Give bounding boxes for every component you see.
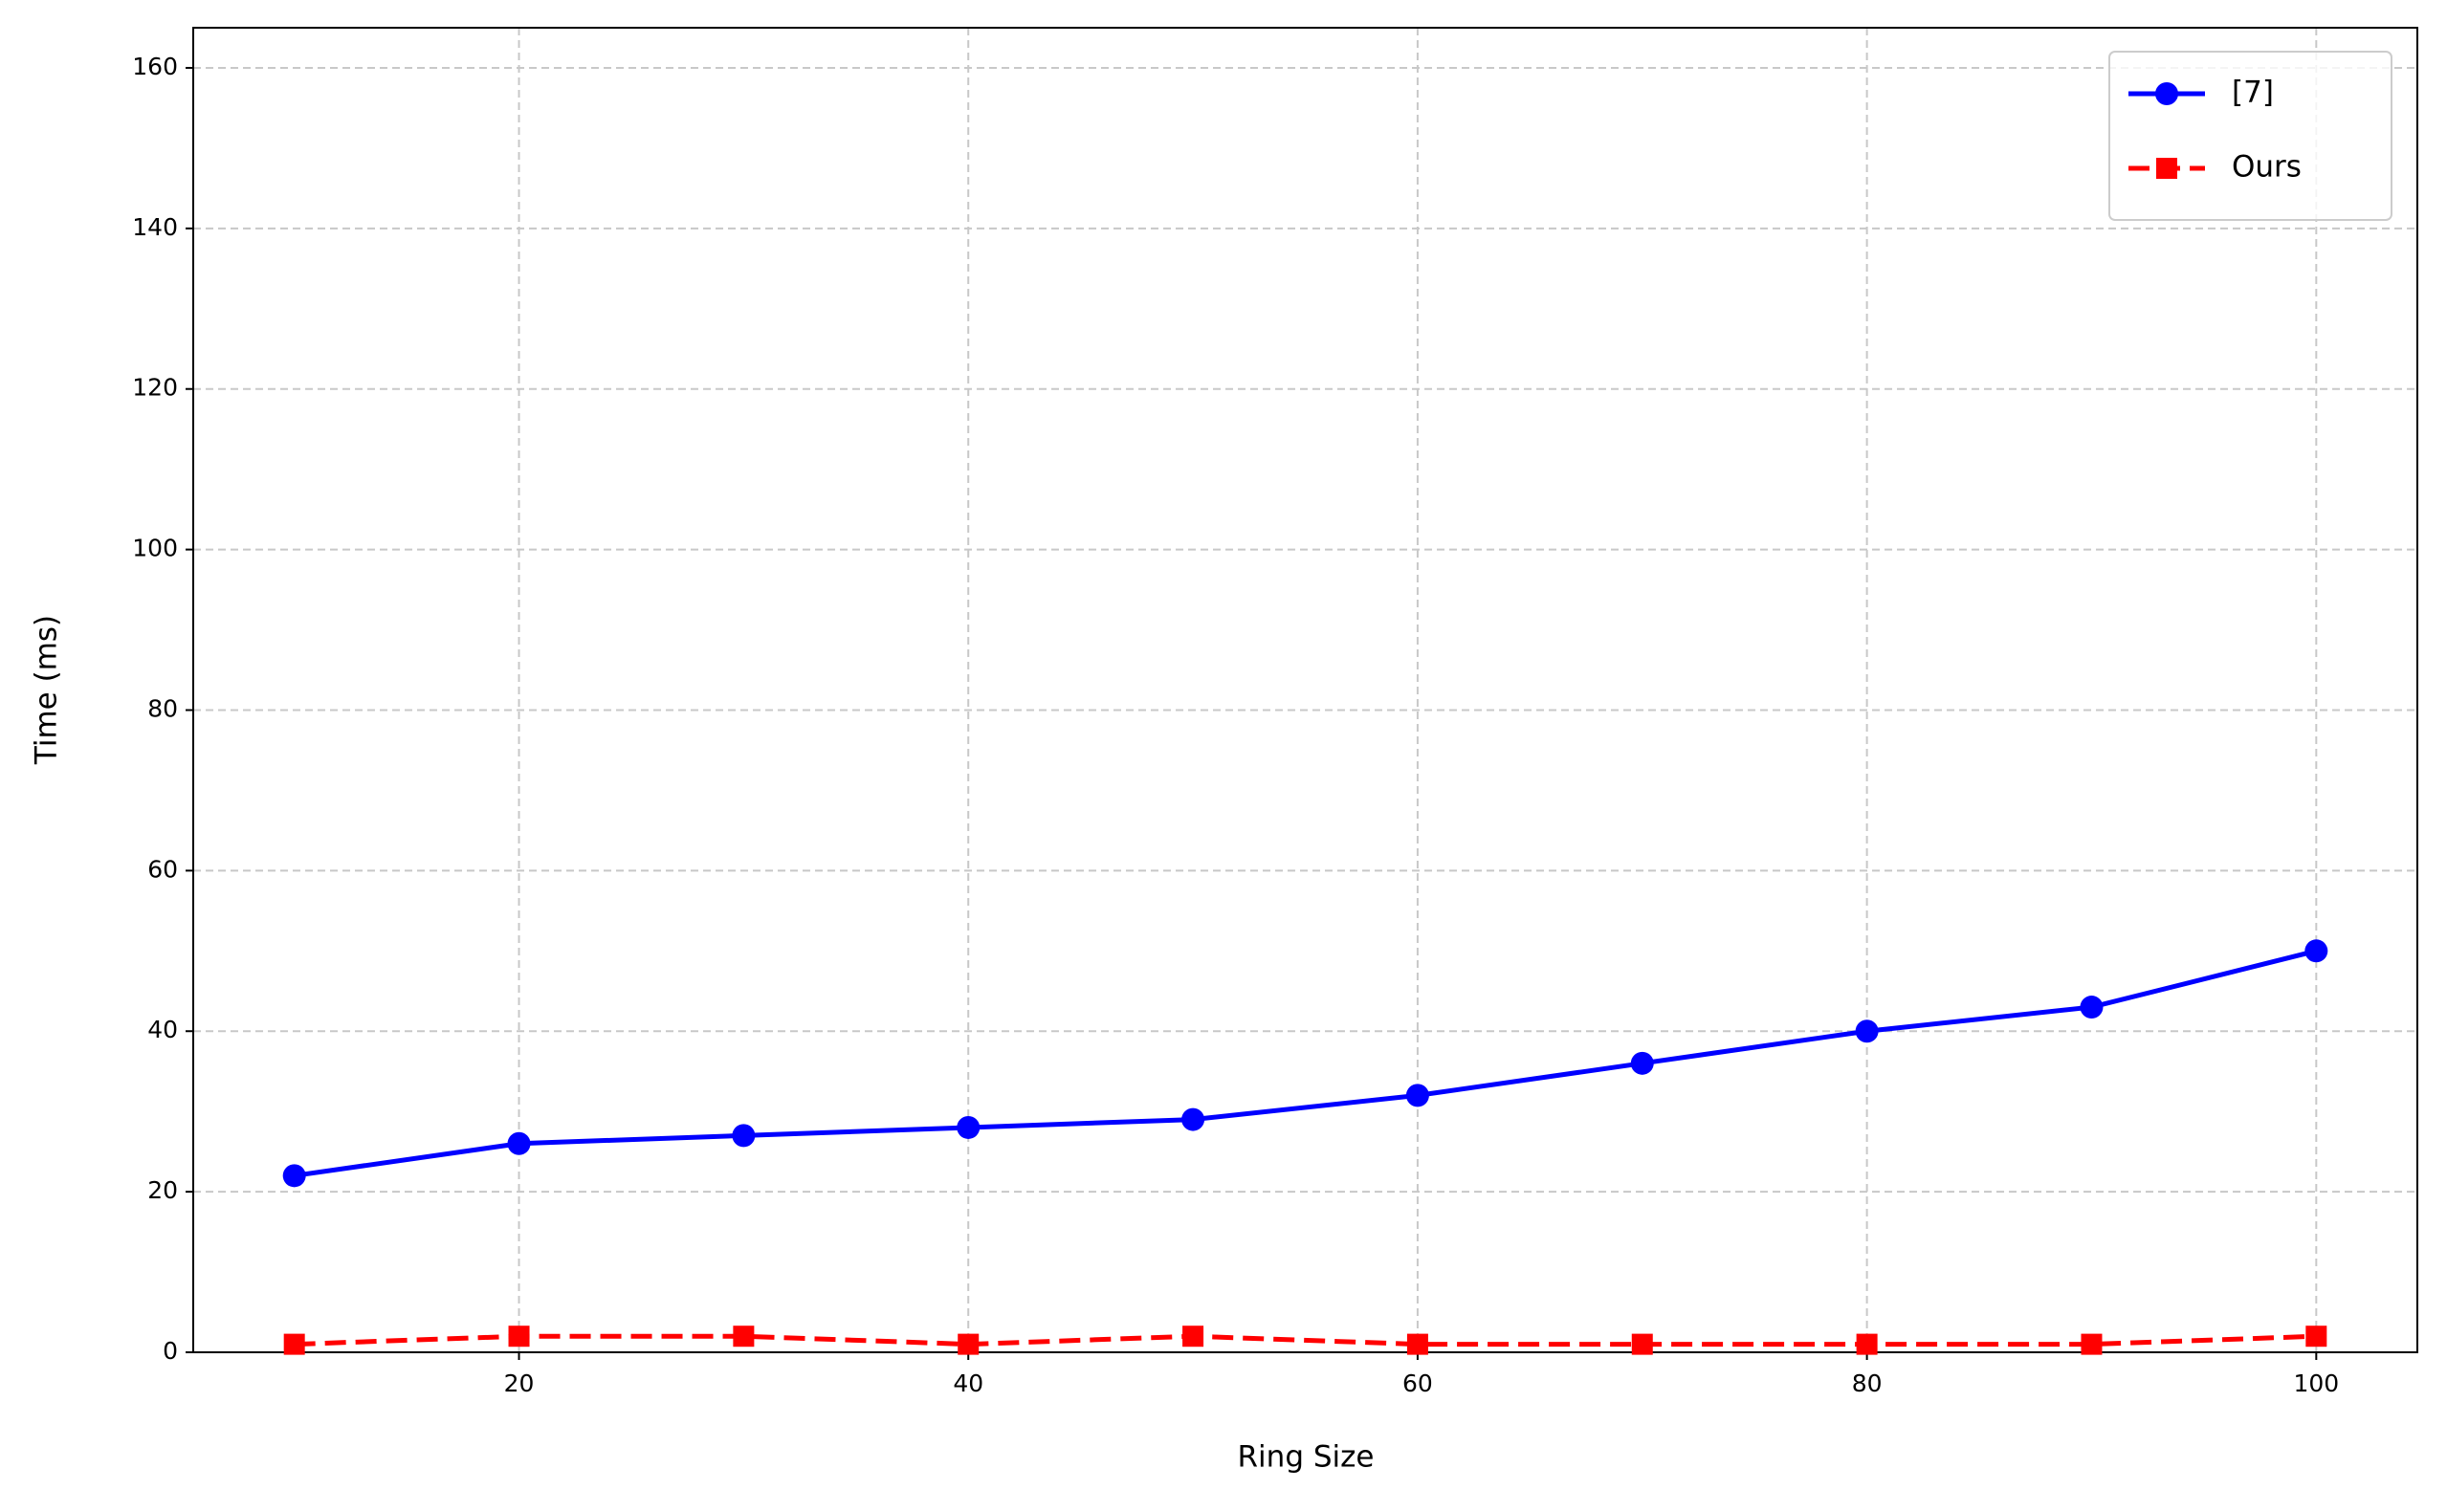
marker: [282, 1164, 306, 1188]
x-axis-label: Ring Size: [1238, 1440, 1375, 1475]
marker: [1405, 1084, 1429, 1107]
marker: [2305, 1326, 2327, 1348]
plot-frame: [192, 27, 2418, 1353]
marker: [2081, 1333, 2103, 1355]
marker: [2080, 996, 2104, 1019]
x-tick-label: 60: [1402, 1370, 1433, 1397]
series-line: [294, 948, 2317, 1178]
marker: [2304, 939, 2328, 963]
legend: [7] Ours: [2108, 51, 2392, 221]
marker: [283, 1333, 305, 1355]
marker: [507, 1131, 531, 1155]
y-axis-label: Time (ms): [30, 615, 64, 765]
series-line: [294, 1333, 2317, 1348]
y-tick-label: 160: [132, 53, 178, 80]
y-tick-label: 100: [132, 535, 178, 562]
legend-label: Ours: [2232, 150, 2302, 185]
y-tick-label: 60: [147, 855, 178, 883]
marker: [1856, 1333, 1878, 1355]
x-tick-label: 80: [1852, 1370, 1883, 1397]
marker: [1406, 1333, 1428, 1355]
x-tick-label: 20: [504, 1370, 535, 1397]
x-tick-label: 40: [953, 1370, 983, 1397]
marker: [2155, 82, 2178, 105]
marker: [1181, 1107, 1205, 1131]
marker: [732, 1124, 756, 1148]
marker: [957, 1115, 981, 1139]
marker: [508, 1326, 530, 1348]
marker: [1855, 1019, 1879, 1043]
y-tick-label: 140: [132, 213, 178, 241]
marker: [733, 1326, 755, 1348]
marker: [958, 1333, 980, 1355]
marker: [1182, 1326, 1204, 1348]
legend-label: [7]: [2232, 76, 2274, 110]
marker: [2156, 158, 2177, 179]
marker: [1631, 1333, 1653, 1355]
y-tick-label: 40: [147, 1016, 178, 1043]
y-tick-label: 0: [163, 1337, 178, 1365]
x-tick-label: 100: [2293, 1370, 2339, 1397]
y-tick-label: 20: [147, 1176, 178, 1204]
marker: [1630, 1051, 1654, 1075]
y-tick-label: 120: [132, 374, 178, 402]
y-tick-label: 80: [147, 694, 178, 722]
